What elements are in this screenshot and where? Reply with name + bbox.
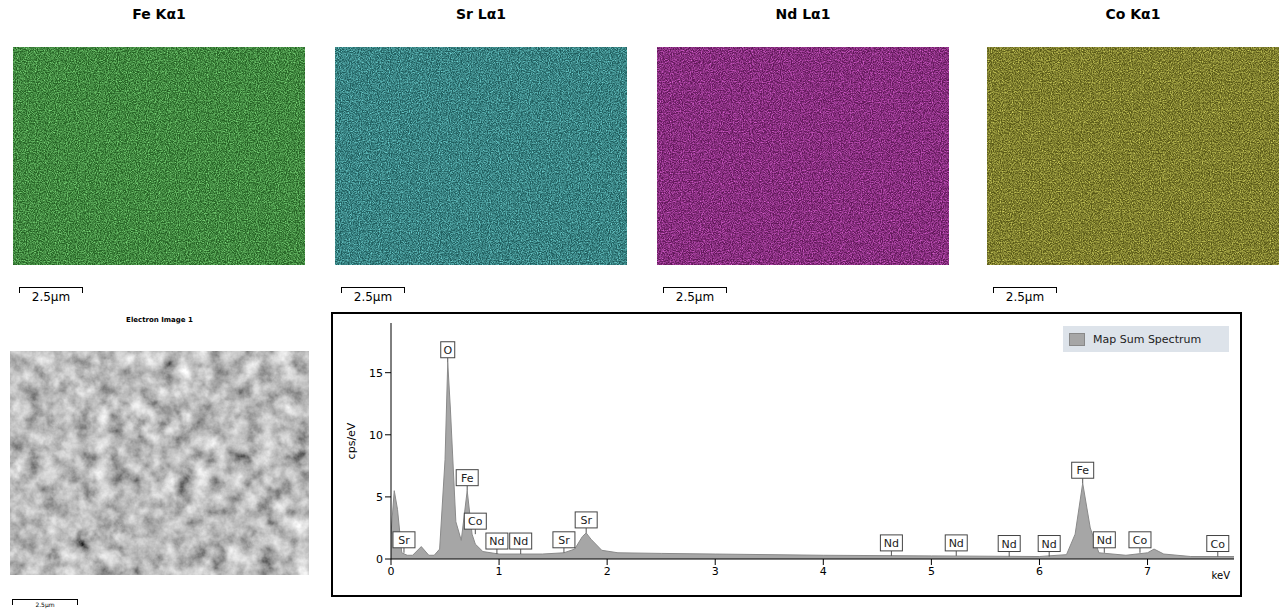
svg-text:Fe: Fe <box>461 472 474 485</box>
svg-text:Fe: Fe <box>1076 464 1089 477</box>
svg-text:keV: keV <box>1212 570 1231 581</box>
html-text:2.5µm: 2.5µm <box>353 290 393 304</box>
svg-text:0: 0 <box>376 553 383 566</box>
svg-text:Nd: Nd <box>949 537 964 550</box>
html-text:2.5µm: 2.5µm <box>31 290 71 304</box>
svg-text:5: 5 <box>928 565 935 578</box>
svg-text:3: 3 <box>712 565 719 578</box>
html-text:Co Kα1: Co Kα1 <box>1105 6 1161 22</box>
svg-text:Co: Co <box>1211 538 1226 551</box>
svg-text:Sr: Sr <box>398 534 410 547</box>
svg-text:10: 10 <box>369 429 383 442</box>
svg-text:1: 1 <box>496 565 503 578</box>
svg-text:Co: Co <box>1133 534 1148 547</box>
svg-text:7: 7 <box>1144 565 1151 578</box>
svg-text:4: 4 <box>820 565 827 578</box>
svg-text:Sr: Sr <box>580 514 592 527</box>
svg-text:Nd: Nd <box>1097 534 1112 547</box>
svg-text:2: 2 <box>604 565 611 578</box>
html-text:Sr Lα1: Sr Lα1 <box>455 6 507 22</box>
svg-text:Nd: Nd <box>489 535 504 548</box>
html-text:Fe Kα1: Fe Kα1 <box>132 6 186 22</box>
html-text:2.5µm: 2.5µm <box>675 290 715 304</box>
svg-text:Nd: Nd <box>1002 538 1017 551</box>
svg-text:Nd: Nd <box>513 535 528 548</box>
svg-text:cps/eV: cps/eV <box>345 422 358 459</box>
html-text:2.5µm: 2.5µm <box>35 601 55 608</box>
svg-text:O: O <box>443 344 452 357</box>
svg-text:6: 6 <box>1036 565 1043 578</box>
html-text:2.5µm: 2.5µm <box>1005 290 1045 304</box>
svg-text:15: 15 <box>369 367 383 380</box>
svg-text:Nd: Nd <box>884 537 899 550</box>
svg-text:0: 0 <box>388 565 395 578</box>
html-text:Nd Lα1: Nd Lα1 <box>775 6 831 22</box>
svg-text:Co: Co <box>468 515 483 528</box>
svg-text:5: 5 <box>376 491 383 504</box>
html-text:Map Sum Spectrum: Map Sum Spectrum <box>1093 332 1202 346</box>
html-text:Electron Image 1: Electron Image 1 <box>126 316 193 324</box>
svg-text:Sr: Sr <box>558 534 570 547</box>
svg-text:Nd: Nd <box>1042 538 1057 551</box>
